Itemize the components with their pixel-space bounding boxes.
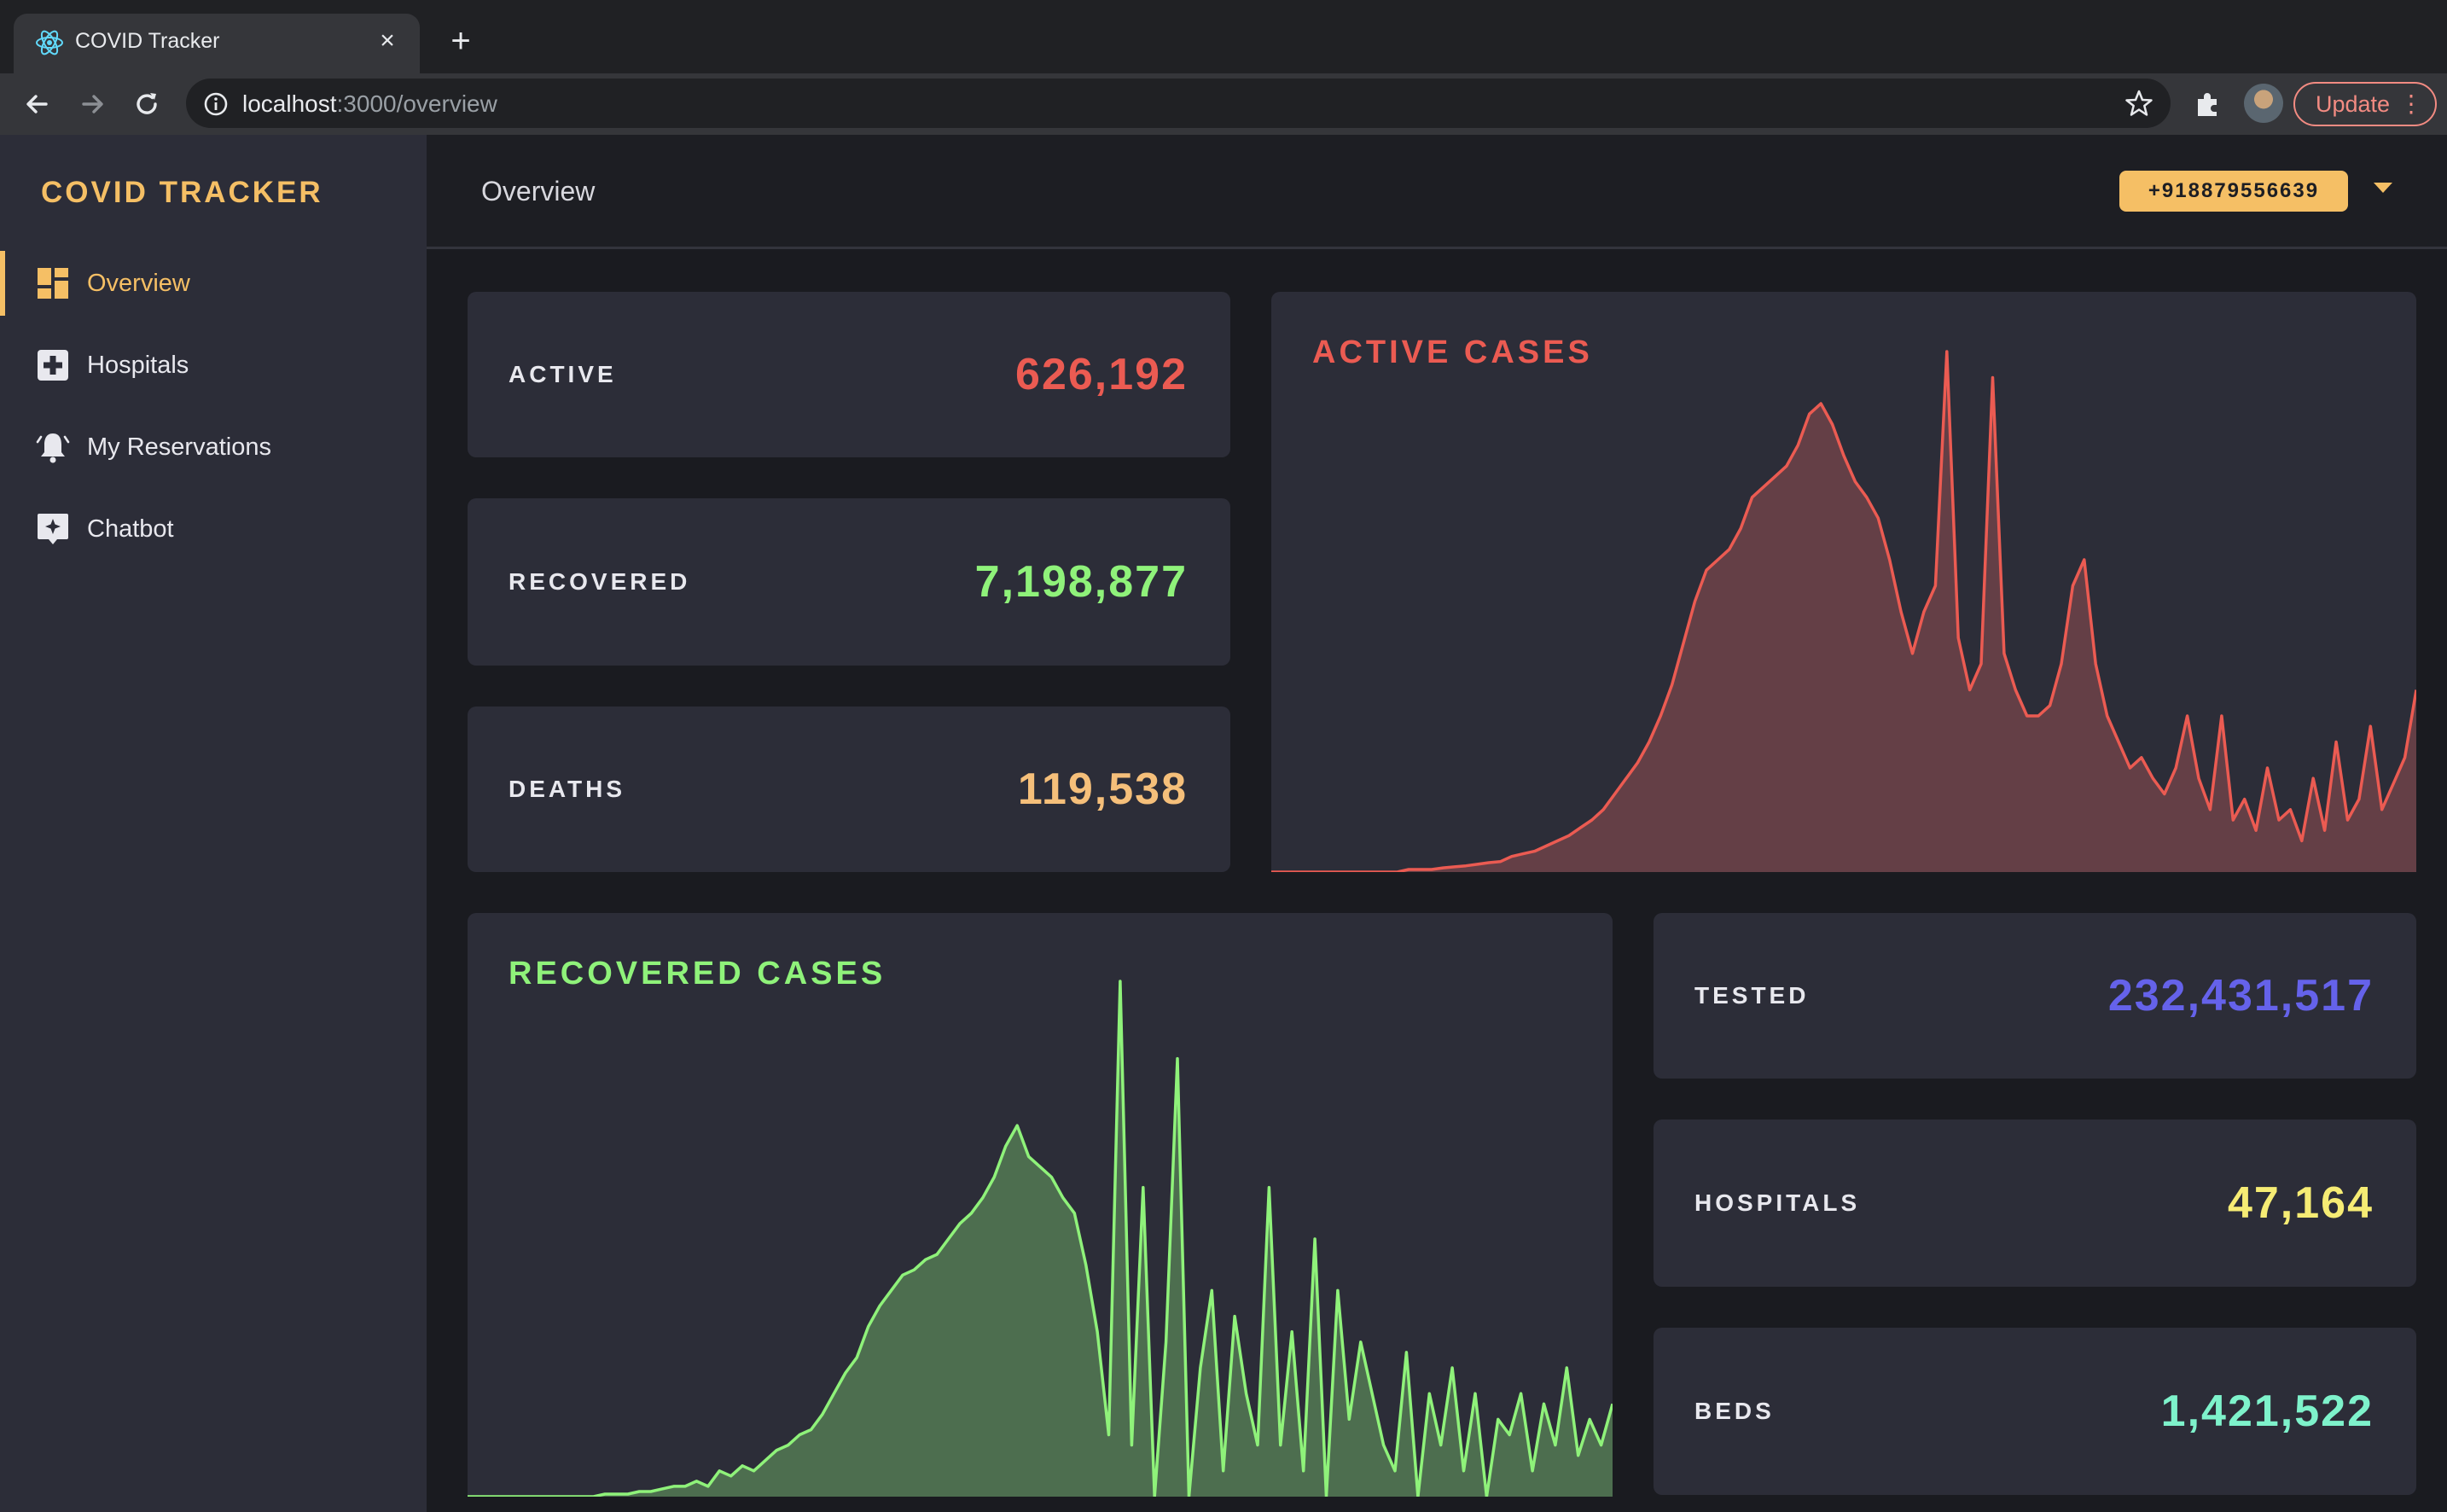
sidebar: COVID TRACKER Overview Hospitals My Rese… — [0, 135, 427, 1512]
bell-icon — [36, 433, 70, 463]
new-tab-icon[interactable]: + — [450, 22, 471, 60]
chart-title: ACTIVE CASES — [1312, 334, 1593, 370]
browser-tabstrip: COVID Tracker × + — [0, 0, 2447, 73]
sidebar-item-label: Hospitals — [87, 352, 189, 379]
dashboard-icon — [38, 268, 68, 299]
stat-card-active: ACTIVE 626,192 — [468, 292, 1230, 457]
react-logo-icon — [36, 30, 63, 55]
recovered-cases-chart — [468, 980, 1613, 1497]
extensions-puzzle-icon[interactable] — [2191, 87, 2225, 121]
stat-value-hospitals: 47,164 — [2227, 1178, 2374, 1228]
reload-icon[interactable] — [128, 85, 166, 123]
stat-label: BEDS — [1694, 1398, 1775, 1424]
stat-card-beds: BEDS 1,421,522 — [1654, 1328, 2416, 1495]
chevron-down-icon[interactable] — [2374, 183, 2392, 193]
stat-value-beds: 1,421,522 — [2160, 1387, 2374, 1436]
hospital-plus-icon — [38, 350, 68, 381]
stat-label: TESTED — [1694, 982, 1810, 1009]
stat-label: ACTIVE — [509, 361, 617, 387]
url-path: :3000/overview — [336, 90, 497, 117]
tab-close-icon[interactable]: × — [380, 26, 395, 55]
main-header: Overview +918879556639 — [427, 135, 2447, 249]
active-cases-chart-card: ACTIVE CASES — [1271, 292, 2416, 872]
url-host: localhost — [242, 90, 337, 117]
stat-label: HOSPITALS — [1694, 1189, 1861, 1216]
stat-card-recovered: RECOVERED 7,198,877 — [468, 498, 1230, 666]
stat-card-tested: TESTED 232,431,517 — [1654, 913, 2416, 1079]
sidebar-item-label: Chatbot — [87, 515, 174, 543]
brand-title: COVID TRACKER — [41, 176, 323, 209]
stat-value-active: 626,192 — [1015, 350, 1188, 399]
sidebar-item-chatbot[interactable]: Chatbot — [0, 493, 427, 565]
active-cases-chart — [1271, 350, 2416, 872]
stat-value-deaths: 119,538 — [1017, 765, 1188, 814]
area-fill — [468, 981, 1613, 1497]
url-text[interactable]: localhost:3000/overview — [242, 90, 497, 118]
stat-card-deaths: DEATHS 119,538 — [468, 707, 1230, 872]
update-button[interactable]: Update ⋮ — [2293, 82, 2437, 126]
sidebar-item-hospitals[interactable]: Hospitals — [0, 329, 427, 401]
stat-value-tested: 232,431,517 — [2107, 971, 2374, 1021]
update-label: Update — [2316, 91, 2391, 117]
back-arrow-icon[interactable] — [19, 85, 56, 123]
phone-number-badge[interactable]: +918879556639 — [2119, 171, 2348, 212]
recovered-cases-chart-card: RECOVERED CASES — [468, 913, 1613, 1497]
stat-label: RECOVERED — [509, 568, 691, 595]
sidebar-item-label: My Reservations — [87, 433, 271, 461]
bookmark-star-icon[interactable] — [2124, 89, 2153, 118]
stat-card-hospitals: HOSPITALS 47,164 — [1654, 1119, 2416, 1287]
area-fill — [1271, 352, 2416, 872]
chatbot-icon — [38, 514, 68, 544]
stat-label: DEATHS — [509, 776, 626, 802]
stat-value-recovered: 7,198,877 — [974, 557, 1188, 607]
chart-title: RECOVERED CASES — [509, 956, 886, 992]
site-info-icon[interactable] — [203, 91, 229, 117]
series-line — [1271, 350, 2416, 872]
tab-title: COVID Tracker — [75, 29, 220, 53]
browser-toolbar: localhost:3000/overview Update ⋮ — [0, 73, 2447, 135]
profile-avatar[interactable] — [2244, 84, 2283, 123]
page-title: Overview — [481, 176, 596, 206]
series-line — [468, 980, 1613, 1497]
more-menu-icon[interactable]: ⋮ — [2399, 90, 2423, 117]
sidebar-item-overview[interactable]: Overview — [0, 247, 427, 319]
browser-tab[interactable]: COVID Tracker × — [14, 14, 420, 73]
address-bar[interactable]: localhost:3000/overview — [186, 79, 2171, 128]
sidebar-item-my-reservations[interactable]: My Reservations — [0, 411, 427, 483]
forward-arrow-icon[interactable] — [73, 85, 111, 123]
sidebar-item-label: Overview — [87, 270, 190, 297]
